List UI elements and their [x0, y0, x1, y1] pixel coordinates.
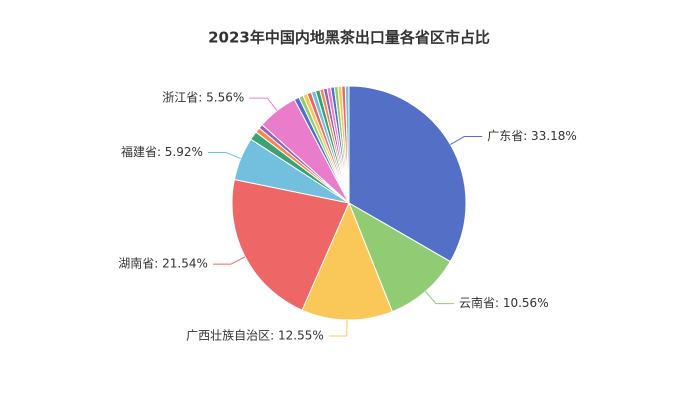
slice-label: 湖南省: 21.54% — [118, 256, 208, 271]
label-line — [207, 152, 241, 160]
label-line — [328, 319, 348, 337]
slice-label: 广西壮族自治区: 12.55% — [186, 328, 324, 342]
pie-slice — [231, 178, 350, 311]
label-line — [212, 256, 246, 265]
slice-label: 浙江省: 5.56% — [162, 91, 244, 105]
slice-label: 云南省: 10.56% — [459, 295, 549, 310]
slice-label: 广东省: 33.18% — [487, 129, 577, 143]
pie-slice — [301, 201, 393, 321]
pie-slice — [348, 201, 451, 313]
label-line — [425, 291, 454, 305]
label-line — [450, 136, 483, 145]
slice-label: 福建省: 5.92% — [121, 144, 203, 159]
label-line — [249, 97, 278, 112]
chart-title: 2023年中国内地黑茶出口量各省区市占比 — [208, 29, 490, 47]
pie-slice — [344, 85, 350, 204]
